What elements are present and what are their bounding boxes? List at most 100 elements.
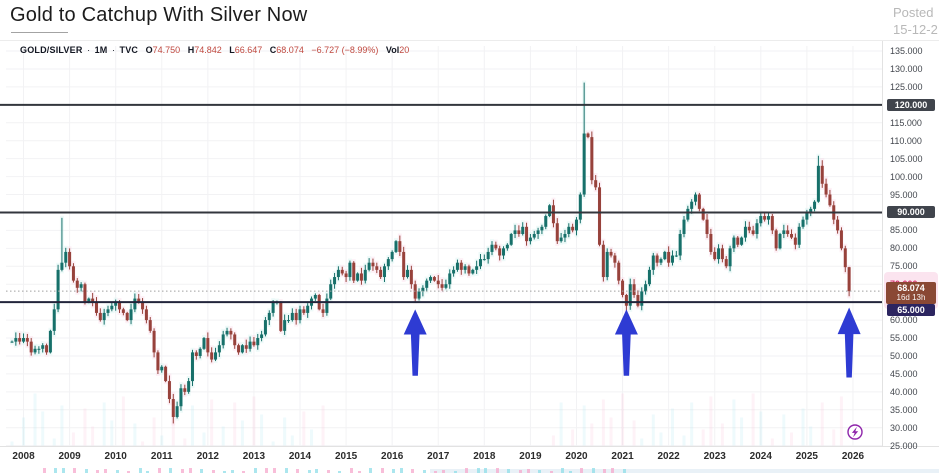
year-tick-label: 2013	[242, 451, 266, 462]
year-tick-label: 2024	[749, 451, 772, 462]
mini-volume-bar	[518, 470, 522, 473]
volume-band	[430, 469, 939, 473]
mini-volume-bar	[538, 470, 542, 473]
exchange-label: TVC	[119, 45, 139, 55]
price-tick-label: 50.000	[890, 350, 918, 361]
mini-volume-bar	[265, 468, 269, 473]
high-label: H	[187, 45, 195, 55]
volume-label: Vol	[385, 45, 400, 55]
current-price-badge: 68.074 16d 13h	[886, 282, 936, 305]
mini-volume-bar	[338, 471, 342, 473]
price-axis[interactable]: 135.000 130.000 125.000 115.000 110.000 105.0…	[882, 41, 939, 451]
mini-volume-bar	[307, 470, 311, 473]
close-label: C	[269, 45, 277, 55]
mini-volume-bar	[242, 471, 246, 473]
year-tick-label: 2009	[58, 451, 81, 462]
mini-volume-bar	[200, 469, 204, 473]
price-tick-label: 60.000	[890, 315, 918, 326]
go-to-realtime-button[interactable]	[847, 424, 863, 440]
lightning-bolt-icon	[851, 426, 859, 438]
mini-volume-bar	[399, 468, 403, 473]
up-arrow-annotation[interactable]	[837, 307, 861, 378]
mini-volume-bar	[591, 468, 595, 473]
low-label: L	[229, 45, 235, 55]
year-tick-label: 2020	[565, 451, 588, 462]
mini-volume-bar	[188, 468, 192, 473]
change-value: −6.727 (−8.99%)	[311, 45, 379, 55]
mini-volume-bar	[369, 467, 373, 473]
mini-volume-bar	[284, 468, 288, 473]
symbol-name[interactable]: GOLD/SILVER	[20, 45, 83, 55]
mini-volume-bar	[434, 471, 438, 473]
mini-volume-bar	[442, 470, 446, 473]
price-tick-label: 125.000	[890, 81, 923, 92]
mini-volume-bar	[273, 467, 277, 473]
year-tick-label: 2016	[381, 451, 404, 462]
mini-volume-bar	[84, 469, 88, 473]
open-label: O	[145, 45, 153, 55]
volume-ghost-bars	[10, 393, 843, 446]
mini-volume-bar	[465, 467, 469, 473]
year-tick-label: 2011	[150, 451, 173, 462]
mini-volume-bar	[138, 467, 142, 473]
mini-volume-bar	[115, 470, 119, 473]
mini-volume-bar	[104, 469, 108, 473]
price-tick-label: 25.000	[890, 440, 918, 451]
mini-volume-bar	[73, 468, 77, 473]
mini-volume-bar	[611, 468, 615, 473]
mini-volume-bar	[315, 469, 319, 473]
mini-volume-bar	[476, 468, 480, 473]
level-price-badge: 65.000	[887, 304, 935, 317]
posted-date: 15-12-2	[893, 22, 938, 37]
title-underline	[11, 32, 68, 33]
mini-volume-bar	[127, 471, 131, 473]
candles-series	[10, 82, 851, 424]
close-value: 68.074	[276, 45, 304, 55]
level-price-badge: 90.000	[887, 206, 935, 219]
year-tick-label: 2026	[841, 451, 865, 462]
mini-volume-bar	[169, 468, 173, 473]
year-tick-label: 2021	[611, 451, 634, 462]
mini-volume-bar	[549, 471, 553, 473]
price-tick-label: 95.000	[890, 189, 918, 200]
interval-label[interactable]: 1M	[94, 45, 108, 55]
year-tick-label: 2008	[12, 451, 35, 462]
high-value: 74.842	[194, 45, 222, 55]
mini-volume-bar	[380, 468, 384, 473]
price-tick-label: 110.000	[890, 135, 922, 146]
time-axis[interactable]: 2008 2009 2010 2011 2012 2013 2014 2015 2016 2017…	[0, 446, 939, 468]
price-tick-label: 30.000	[890, 422, 918, 433]
mini-volume-bar	[296, 469, 300, 473]
mini-volume-bar	[495, 468, 499, 473]
mini-volume-bar	[422, 470, 426, 473]
up-arrow-annotation[interactable]	[403, 309, 427, 376]
chart-canvas[interactable]	[0, 41, 939, 473]
mini-volume-bar	[230, 470, 234, 473]
year-tick-label: 2023	[703, 451, 726, 462]
price-tick-label: 80.000	[890, 243, 918, 254]
low-value: 66.647	[234, 45, 263, 55]
mini-volume-bar	[357, 471, 361, 473]
price-tick-label: 35.000	[890, 404, 918, 415]
up-arrow-annotation[interactable]	[614, 309, 638, 376]
mini-volume-bar	[561, 467, 565, 473]
year-tick-label: 2010	[104, 451, 127, 462]
mini-volume-bar	[453, 471, 457, 473]
chart-legend[interactable]: GOLD/SILVER · 1M · TVC O74.750 H74.842 L…	[20, 45, 409, 55]
mini-volume-bar	[568, 471, 572, 473]
mini-volume-bar	[603, 469, 607, 473]
year-tick-label: 2018	[473, 451, 496, 462]
year-tick-label: 2014	[288, 451, 312, 462]
bar-countdown: 16d 13h	[896, 293, 926, 303]
price-tick-label: 45.000	[890, 368, 918, 379]
price-tick-label: 85.000	[890, 225, 918, 236]
year-tick-label: 2012	[196, 451, 219, 462]
mini-volume-bar	[96, 470, 100, 473]
posted-note: Posted 15-12-2	[893, 4, 938, 38]
mini-volume-bar	[580, 467, 584, 473]
page-title: Gold to Catchup With Silver Now	[10, 4, 308, 26]
year-tick-label: 2015	[334, 451, 358, 462]
year-tick-label: 2017	[427, 451, 450, 462]
volume-strip	[0, 467, 939, 473]
